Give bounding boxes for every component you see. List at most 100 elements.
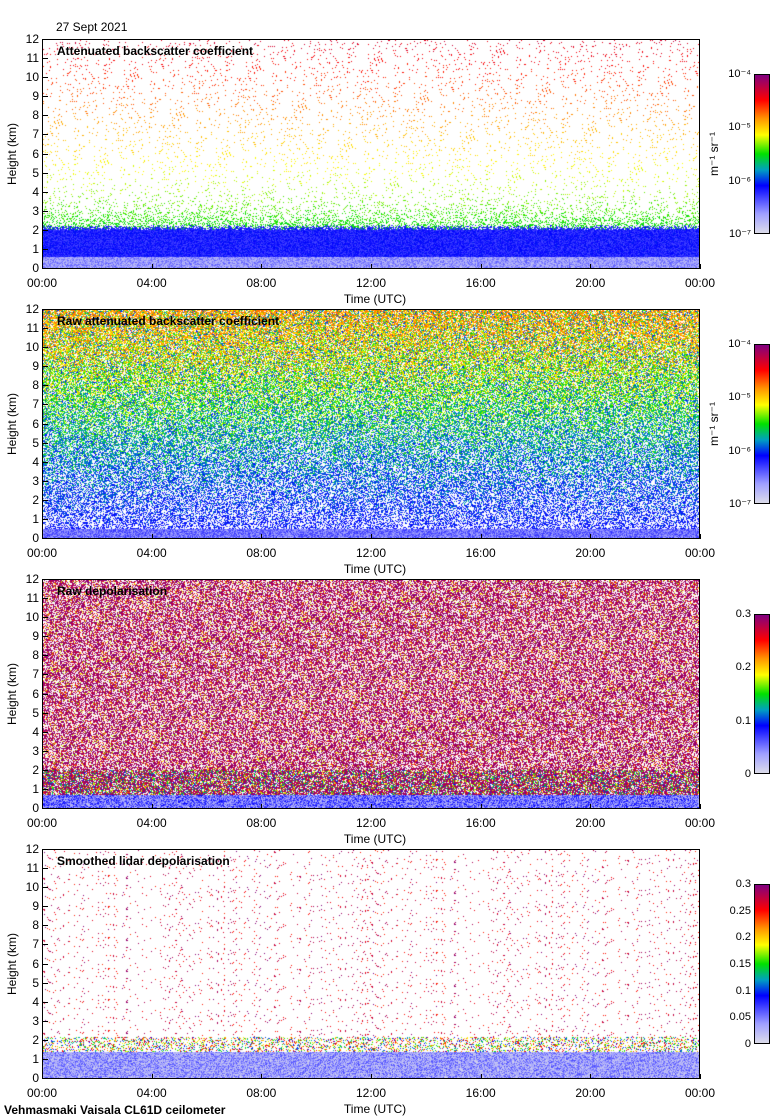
y-tick-label: 12	[25, 842, 39, 856]
y-tick-mark	[43, 808, 48, 809]
y-tick-label: 5	[32, 705, 39, 720]
y-tick-mark	[43, 96, 48, 98]
y-tick-mark	[43, 518, 48, 520]
y-tick-mark	[43, 423, 48, 425]
colorbar-tick-label: 0.3	[735, 878, 751, 890]
x-tick-label: 00:00	[684, 276, 716, 290]
x-tick-label: 00:00	[684, 546, 716, 560]
y-tick-mark	[43, 868, 48, 870]
x-tick-mark	[590, 264, 592, 269]
colorbar-tick-label: 0.1	[735, 714, 751, 727]
plot-panel: Attenuated backscatter coefficient	[42, 39, 700, 269]
y-tick-label: 3	[32, 1013, 39, 1028]
y-tick-mark	[43, 39, 48, 40]
colorbar	[754, 74, 770, 234]
y-tick-label: 4	[32, 994, 39, 1009]
y-tick-mark	[43, 963, 48, 965]
y-tick-mark	[43, 210, 48, 212]
y-tick-mark	[43, 115, 48, 117]
y-tick-label: 9	[32, 89, 39, 104]
colorbar-tick-label: 0.2	[735, 931, 751, 944]
y-tick-mark	[43, 906, 48, 908]
x-tick-label: 12:00	[355, 546, 387, 560]
colorbar-tick-label: 10⁻⁶	[728, 174, 751, 187]
y-tick-mark	[43, 925, 48, 927]
y-tick-mark	[43, 636, 48, 638]
y-tick-label: 11	[26, 861, 39, 876]
x-tick-mark	[700, 804, 701, 809]
panel-title: Attenuated backscatter coefficient	[57, 44, 254, 58]
colorbar-tick-label: 0	[744, 768, 751, 780]
y-tick-label: 8	[32, 648, 39, 663]
y-tick-label: 3	[32, 473, 39, 488]
y-tick-label: 1	[32, 1051, 39, 1066]
y-tick-label: 6	[32, 146, 39, 161]
y-tick-mark	[43, 887, 48, 889]
plot-panel: Raw depolarisation	[42, 579, 700, 809]
x-tick-label: 08:00	[246, 1086, 277, 1100]
y-tick-mark	[43, 693, 48, 695]
x-tick-label: 12:00	[355, 1086, 387, 1100]
y-tick-label: 11	[26, 51, 39, 66]
x-tick-mark	[480, 534, 482, 539]
y-tick-label: 10	[25, 880, 39, 895]
y-tick-label: 8	[32, 918, 39, 933]
colorbar-unit-label: m⁻¹ sr⁻¹	[707, 402, 721, 446]
plot-panel: Raw attenuated backscatter coefficient	[42, 309, 700, 539]
y-tick-mark	[43, 229, 48, 231]
x-tick-label: 04:00	[136, 1086, 167, 1100]
y-axis-label: Height (km)	[5, 393, 19, 456]
x-tick-label: 16:00	[465, 1086, 496, 1100]
x-tick-label: 00:00	[684, 816, 716, 830]
x-axis-label: Time (UTC)	[343, 292, 407, 306]
x-tick-mark	[42, 534, 43, 539]
y-tick-mark	[43, 1058, 48, 1060]
x-tick-label: 16:00	[465, 816, 496, 830]
y-tick-label: 1	[32, 241, 39, 256]
y-tick-mark	[43, 1001, 48, 1003]
y-tick-label: 9	[32, 899, 39, 914]
colorbar-tick-label: 10⁻⁷	[728, 228, 751, 240]
colorbar-tick-label: 0.3	[735, 608, 751, 620]
panel-title: Raw depolarisation	[57, 584, 168, 598]
x-tick-label: 08:00	[246, 816, 277, 830]
y-tick-mark	[43, 1078, 48, 1079]
y-tick-mark	[43, 309, 48, 310]
y-tick-label: 12	[25, 32, 39, 46]
x-tick-mark	[371, 264, 372, 269]
x-tick-mark	[42, 804, 43, 809]
colorbar-tick-label: 10⁻⁴	[728, 68, 751, 80]
x-tick-label: 04:00	[136, 546, 167, 560]
y-tick-label: 0	[32, 1071, 39, 1085]
y-tick-label: 6	[32, 956, 39, 971]
y-tick-mark	[43, 442, 48, 444]
y-tick-mark	[43, 347, 48, 349]
x-tick-mark	[371, 534, 372, 539]
x-tick-mark	[700, 534, 701, 539]
x-axis-label: Time (UTC)	[343, 562, 407, 576]
colorbar-tick-label: 10⁻⁵	[728, 121, 751, 134]
colorbar-tick-label: 0.15	[729, 958, 751, 970]
x-tick-label: 20:00	[575, 1086, 606, 1100]
y-tick-mark	[43, 944, 48, 946]
y-tick-mark	[43, 674, 48, 676]
y-tick-mark	[43, 788, 48, 790]
y-tick-label: 9	[32, 629, 39, 644]
y-tick-mark	[43, 480, 48, 482]
x-tick-label: 12:00	[355, 276, 387, 290]
x-tick-mark	[261, 534, 263, 539]
y-tick-label: 6	[32, 416, 39, 431]
y-tick-mark	[43, 655, 48, 657]
y-tick-label: 3	[32, 203, 39, 218]
x-tick-mark	[42, 1074, 43, 1079]
x-tick-label: 08:00	[246, 546, 277, 560]
y-tick-mark	[43, 328, 48, 330]
y-tick-label: 0	[32, 801, 39, 815]
y-tick-label: 2	[32, 762, 39, 777]
x-axis-label: Time (UTC)	[343, 832, 407, 846]
x-tick-mark	[261, 804, 263, 809]
x-tick-mark	[261, 264, 263, 269]
x-tick-mark	[480, 804, 482, 809]
colorbar-tick-label: 10⁻⁵	[728, 391, 751, 404]
x-tick-label: 04:00	[136, 816, 167, 830]
